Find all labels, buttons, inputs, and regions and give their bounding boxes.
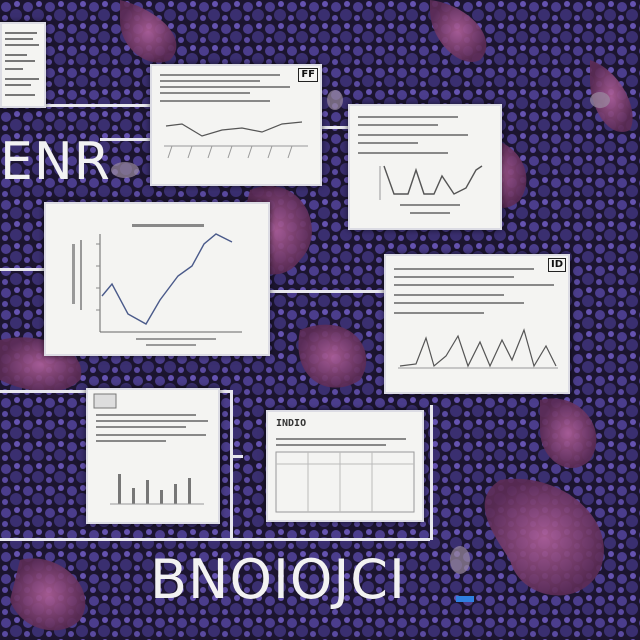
top-left-heading: ENR [0,132,111,192]
connector-line [0,104,150,107]
card-bar-doc [86,388,220,524]
connector-line [233,455,243,458]
card-badge: FF [298,68,318,82]
connector-line [100,138,150,141]
connector-line [0,538,430,541]
card-line-chart-small: FF [150,64,322,186]
card-wave-chart [348,104,502,230]
connector-line [0,268,44,271]
doc-title: INDIO [276,418,307,429]
connector-line [230,390,233,540]
connector-line [266,290,384,293]
card-spike-chart: ID [384,254,570,394]
card-top-left-doc [0,22,46,108]
bottom-heading: BNOIOJCI [150,548,406,611]
card-badge: ID [547,258,566,272]
connector-line [430,405,433,540]
text-cursor-icon [456,596,474,602]
card-table-doc: INDIO [266,410,424,522]
connector-line [320,126,350,129]
card-main-line-chart [44,202,270,356]
